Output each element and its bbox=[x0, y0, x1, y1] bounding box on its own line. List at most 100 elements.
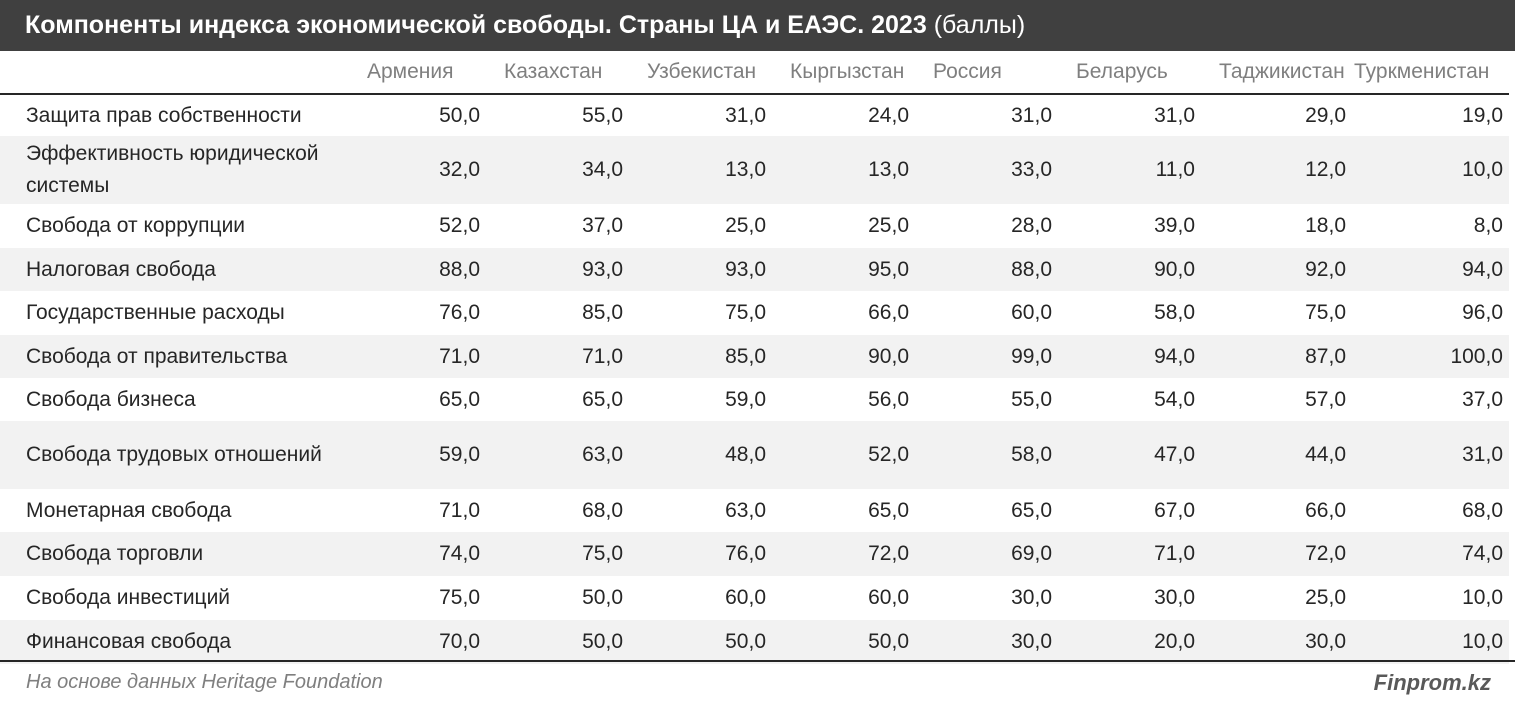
table-cell: 56,0 bbox=[868, 387, 909, 411]
table-cell: 65,0 bbox=[1011, 498, 1052, 522]
table-cell: 65,0 bbox=[582, 387, 623, 411]
row-label: Свобода от коррупции bbox=[26, 214, 246, 237]
table-cell: 76,0 bbox=[625, 532, 768, 576]
table-cell: 10,0 bbox=[1348, 136, 1509, 204]
table-cell: 87,0 bbox=[1197, 335, 1348, 378]
header-corner bbox=[0, 51, 345, 95]
table-cell: 30,0 bbox=[1011, 586, 1052, 609]
table-cell: 74,0 bbox=[345, 532, 482, 576]
table-cell: 72,0 bbox=[1197, 532, 1348, 576]
column-header: Туркменистан bbox=[1348, 51, 1509, 95]
table-cell: 69,0 bbox=[911, 532, 1054, 576]
table-cell: 32,0 bbox=[345, 136, 482, 204]
table-cell: 71,0 bbox=[439, 498, 480, 522]
table-cell: 65,0 bbox=[439, 387, 480, 411]
table-cell: 68,0 bbox=[1462, 498, 1503, 522]
table-cell: 71,0 bbox=[345, 335, 482, 378]
table-cell: 55,0 bbox=[582, 103, 623, 127]
table-cell: 31,0 bbox=[725, 103, 766, 127]
table-cell: 28,0 bbox=[1011, 214, 1052, 237]
table-cell: 59,0 bbox=[725, 387, 766, 411]
table-cell: 33,0 bbox=[911, 136, 1054, 204]
table-cell: 67,0 bbox=[1154, 498, 1195, 522]
chart-title: Компоненты индекса экономической свободы… bbox=[25, 11, 927, 39]
table-cell: 66,0 bbox=[868, 301, 909, 324]
row-label: Монетарная свобода bbox=[26, 498, 232, 522]
table-cell: 90,0 bbox=[768, 335, 911, 378]
table-cell: 71,0 bbox=[482, 335, 625, 378]
table-cell: 25,0 bbox=[1305, 586, 1346, 609]
table-cell: 85,0 bbox=[625, 335, 768, 378]
table-cell: 44,0 bbox=[1197, 421, 1348, 489]
table-cell: 50,0 bbox=[582, 586, 623, 609]
table-cell: 74,0 bbox=[1348, 532, 1509, 576]
table-cell: 90,0 bbox=[1054, 248, 1197, 291]
row-label: Свобода торговли bbox=[0, 532, 345, 576]
table-cell: 93,0 bbox=[625, 248, 768, 291]
chart-title-bar: Компоненты индекса экономической свободы… bbox=[0, 0, 1515, 51]
table-cell: 20,0 bbox=[1054, 620, 1197, 664]
table-cell: 66,0 bbox=[1305, 498, 1346, 522]
table-cell: 60,0 bbox=[725, 586, 766, 609]
brand-logo-text: Finprom.kz bbox=[1373, 670, 1491, 695]
row-label: Свобода трудовых отношений bbox=[0, 421, 345, 489]
data-table: Армения Казахстан Узбекистан Кыргызстан Росс… bbox=[0, 51, 1515, 664]
column-header: Кыргызстан bbox=[768, 51, 911, 95]
table-cell: 12,0 bbox=[1197, 136, 1348, 204]
table-bottom-rule bbox=[0, 660, 1515, 662]
table-cell: 59,0 bbox=[345, 421, 482, 489]
table-cell: 96,0 bbox=[1462, 301, 1503, 324]
table-cell: 70,0 bbox=[345, 620, 482, 664]
table-cell: 94,0 bbox=[1348, 248, 1509, 291]
table-cell: 13,0 bbox=[625, 136, 768, 204]
table-cell: 10,0 bbox=[1462, 586, 1503, 609]
column-header: Беларусь bbox=[1054, 51, 1197, 95]
row-label: Защита прав собственности bbox=[26, 103, 302, 127]
table-cell: 55,0 bbox=[1011, 387, 1052, 411]
column-header: Армения bbox=[345, 51, 482, 95]
row-label: Свобода бизнеса bbox=[26, 387, 196, 411]
table-cell: 30,0 bbox=[911, 620, 1054, 664]
table-cell: 88,0 bbox=[345, 248, 482, 291]
footer: На основе данных Heritage Foundation Fin… bbox=[0, 662, 1515, 707]
row-label: Свобода инвестиций bbox=[26, 586, 231, 609]
table-cell: 8,0 bbox=[1473, 214, 1503, 237]
table-cell: 57,0 bbox=[1305, 387, 1346, 411]
table-cell: 25,0 bbox=[868, 214, 909, 237]
row-label: Свобода от правительства bbox=[0, 335, 345, 378]
table-cell: 75,0 bbox=[439, 586, 480, 609]
column-header: Узбекистан bbox=[625, 51, 768, 95]
table-cell: 76,0 bbox=[439, 301, 480, 324]
table-cell: 88,0 bbox=[911, 248, 1054, 291]
table-cell: 37,0 bbox=[582, 214, 623, 237]
source-note: На основе данных Heritage Foundation bbox=[26, 671, 383, 693]
table-cell: 31,0 bbox=[1011, 103, 1052, 127]
table-cell: 24,0 bbox=[868, 103, 909, 127]
table-cell: 50,0 bbox=[482, 620, 625, 664]
table-cell: 93,0 bbox=[482, 248, 625, 291]
table-cell: 52,0 bbox=[439, 214, 480, 237]
table-cell: 100,0 bbox=[1348, 335, 1509, 378]
table-cell: 13,0 bbox=[768, 136, 911, 204]
table-cell: 68,0 bbox=[582, 498, 623, 522]
table-cell: 63,0 bbox=[482, 421, 625, 489]
table-cell: 37,0 bbox=[1462, 387, 1503, 411]
table-cell: 72,0 bbox=[768, 532, 911, 576]
table-cell: 34,0 bbox=[482, 136, 625, 204]
table-cell: 52,0 bbox=[768, 421, 911, 489]
chart-subtitle: (баллы) bbox=[933, 11, 1026, 39]
table-cell: 48,0 bbox=[625, 421, 768, 489]
table-cell: 58,0 bbox=[1154, 301, 1195, 324]
table-cell: 63,0 bbox=[725, 498, 766, 522]
table-cell: 75,0 bbox=[1305, 301, 1346, 324]
column-header: Казахстан bbox=[482, 51, 625, 95]
table-cell: 50,0 bbox=[439, 103, 480, 127]
table-cell: 54,0 bbox=[1154, 387, 1195, 411]
table-cell: 25,0 bbox=[725, 214, 766, 237]
table-cell: 99,0 bbox=[911, 335, 1054, 378]
table-cell: 31,0 bbox=[1348, 421, 1509, 489]
table-cell: 11,0 bbox=[1054, 136, 1197, 204]
table-cell: 75,0 bbox=[482, 532, 625, 576]
table-cell: 65,0 bbox=[868, 498, 909, 522]
row-label: Финансовая свобода bbox=[0, 620, 345, 664]
